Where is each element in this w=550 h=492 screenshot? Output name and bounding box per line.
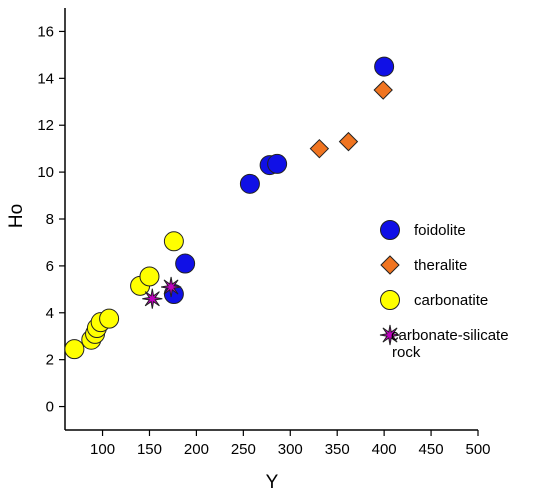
x-tick-label: 450 bbox=[419, 441, 444, 458]
legend-marker-carbonate-silicate-rock bbox=[379, 324, 401, 346]
y-tick-label: 10 bbox=[37, 164, 54, 181]
y-tick-label: 6 bbox=[46, 258, 54, 275]
legend-label-theralite: theralite bbox=[414, 257, 467, 274]
y-axis-title: Ho bbox=[6, 204, 27, 228]
x-tick-label: 400 bbox=[372, 441, 397, 458]
y-tick-label: 0 bbox=[46, 399, 54, 416]
data-points bbox=[64, 56, 395, 360]
x-tick-label: 200 bbox=[184, 441, 209, 458]
point-foidolite bbox=[267, 153, 288, 174]
axes bbox=[64, 8, 478, 431]
legend-label-carbonatite: carbonatite bbox=[414, 292, 488, 309]
point-carbonate-silicate-rock bbox=[142, 288, 163, 309]
legend: foidolite theralite carbonatite carbonate-s… bbox=[379, 220, 509, 361]
y-tick-label: 8 bbox=[46, 211, 54, 228]
point-foidolite bbox=[239, 173, 260, 194]
x-tick-label: 100 bbox=[90, 441, 115, 458]
legend-marker-foidolite bbox=[380, 220, 400, 240]
x-tick-label: 300 bbox=[278, 441, 303, 458]
x-tick-label: 150 bbox=[137, 441, 162, 458]
y-tick-label: 4 bbox=[46, 305, 54, 322]
point-carbonatite bbox=[64, 339, 85, 360]
point-carbonatite bbox=[99, 308, 120, 329]
point-theralite bbox=[338, 131, 359, 152]
legend-marker-carbonatite bbox=[380, 290, 400, 310]
x-axis-title: Y bbox=[266, 472, 279, 492]
x-tick-label: 500 bbox=[465, 441, 490, 458]
point-theralite bbox=[309, 138, 330, 159]
legend-marker-theralite bbox=[380, 255, 400, 275]
point-theralite bbox=[373, 80, 393, 100]
point-carbonatite bbox=[163, 231, 184, 252]
y-tick-label: 14 bbox=[37, 70, 54, 87]
x-tick-label: 350 bbox=[325, 441, 350, 458]
x-tick-label: 250 bbox=[231, 441, 256, 458]
y-tick-label: 12 bbox=[37, 117, 54, 134]
legend-label-foidolite: foidolite bbox=[414, 222, 466, 239]
y-tick-label: 16 bbox=[37, 23, 54, 40]
point-foidolite bbox=[374, 56, 395, 77]
point-carbonate-silicate-rock bbox=[161, 276, 182, 298]
legend-label-carbonate-silicate-rock: carbonate-silicate rock bbox=[391, 327, 509, 361]
tick-marks: 100 150 200 250 300 350 400 450 500 0 2 4 6 8 10 12 14 16 bbox=[37, 23, 490, 458]
point-carbonatite bbox=[139, 266, 160, 287]
point-foidolite bbox=[175, 253, 196, 274]
y-tick-label: 2 bbox=[46, 352, 54, 369]
